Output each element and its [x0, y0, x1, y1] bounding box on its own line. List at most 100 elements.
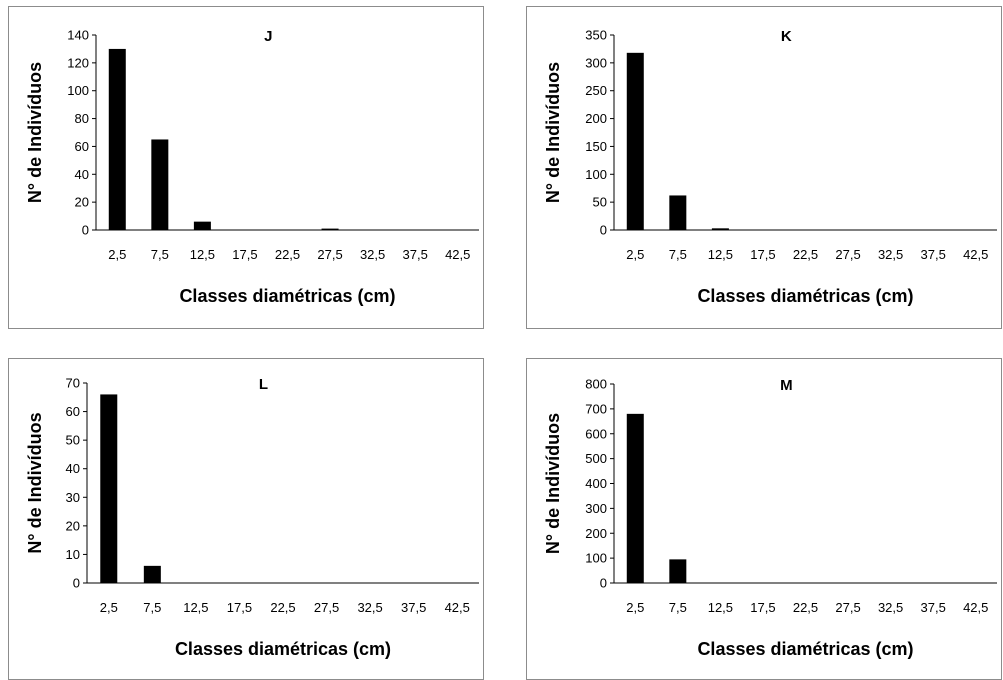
- y-axis-title: N° de Indivíduos: [25, 62, 45, 203]
- x-tick-label: 42,5: [963, 600, 988, 615]
- y-tick-label: 500: [585, 451, 607, 466]
- x-tick-label: 7,5: [669, 247, 687, 262]
- x-tick-label: 7,5: [143, 600, 161, 615]
- y-tick-label: 0: [82, 223, 89, 238]
- chart-svg-3: 0 100 200 300 400 500 600 700 800 2,5 7,5 12,5 17,5 2…: [543, 377, 997, 659]
- bar-12,5: [193, 221, 211, 230]
- y-tick-label: 300: [585, 55, 607, 70]
- x-tick-label: 2,5: [626, 247, 644, 262]
- y-tick-label: 200: [585, 111, 607, 126]
- y-tick-label: 50: [593, 195, 607, 210]
- y-tick-label: 800: [585, 377, 607, 392]
- y-tick-label: 60: [66, 404, 80, 419]
- x-tick-label: 32,5: [360, 247, 385, 262]
- x-axis-title: Classes diamétricas (cm): [697, 286, 913, 306]
- x-axis-title: Classes diamétricas (cm): [697, 639, 913, 659]
- x-tick-label: 27,5: [314, 600, 339, 615]
- x-tick-label: 22,5: [270, 600, 295, 615]
- y-tick-label: 120: [67, 55, 89, 70]
- x-axis-title: Classes diamétricas (cm): [175, 639, 391, 659]
- x-tick-label: 37,5: [921, 247, 946, 262]
- y-tick-label: 150: [585, 139, 607, 154]
- x-tick-label: 37,5: [401, 600, 426, 615]
- y-axis-title: N° de Indivíduos: [25, 412, 45, 553]
- bar-2,5: [626, 52, 644, 231]
- y-tick-label: 50: [66, 433, 80, 448]
- x-tick-label: 12,5: [190, 247, 215, 262]
- chart-panel-3: 0 100 200 300 400 500 600 700 800 2,5 7,5 12,5 17,5 2…: [526, 358, 1002, 680]
- y-tick-label: 100: [67, 83, 89, 98]
- y-tick-label: 600: [585, 426, 607, 441]
- bar-7,5: [669, 559, 687, 583]
- x-tick-label: 27,5: [835, 600, 860, 615]
- x-axis-title: Classes diamétricas (cm): [179, 286, 395, 306]
- x-tick-label: 32,5: [357, 600, 382, 615]
- chart-svg-2: 0 10 20 30 40 50 60 70 2,5 7,5 12,5 17,5 22,5 27,5 32,…: [25, 376, 479, 659]
- y-tick-label: 80: [75, 111, 89, 126]
- x-tick-label: 32,5: [878, 600, 903, 615]
- y-tick-label: 0: [73, 576, 80, 591]
- y-tick-label: 400: [585, 476, 607, 491]
- x-tick-label: 12,5: [183, 600, 208, 615]
- y-tick-label: 140: [67, 28, 89, 43]
- x-tick-label: 2,5: [626, 600, 644, 615]
- x-tick-label: 27,5: [317, 247, 342, 262]
- chart-svg-1: 0 50 100 150 200 250 300 350 2,5 7,5 12,5 17,5 22,5 2…: [543, 28, 997, 306]
- x-tick-label: 42,5: [445, 600, 470, 615]
- bar-7,5: [151, 139, 169, 230]
- y-tick-label: 40: [75, 167, 89, 182]
- chart-panel-0: 0 20 40 60 80 100 120 140 2,5 7,5 12,5 17,5 22,5 27,5…: [8, 6, 484, 329]
- y-tick-label: 60: [75, 139, 89, 154]
- y-axis-title: N° de Indivíduos: [543, 62, 563, 203]
- y-tick-label: 300: [585, 501, 607, 516]
- chart-svg-0: 0 20 40 60 80 100 120 140 2,5 7,5 12,5 17,5 22,5 27,5…: [25, 28, 479, 306]
- x-tick-label: 2,5: [108, 247, 126, 262]
- panel-label: M: [780, 377, 793, 394]
- x-tick-label: 22,5: [793, 247, 818, 262]
- x-tick-label: 37,5: [403, 247, 428, 262]
- x-tick-label: 7,5: [669, 600, 687, 615]
- panel-label: K: [781, 28, 792, 45]
- x-tick-label: 27,5: [835, 247, 860, 262]
- x-tick-label: 7,5: [151, 247, 169, 262]
- x-tick-label: 17,5: [750, 600, 775, 615]
- y-tick-label: 250: [585, 83, 607, 98]
- chart-panel-1: 0 50 100 150 200 250 300 350 2,5 7,5 12,5 17,5 22,5 2…: [526, 6, 1002, 329]
- bar-12,5: [711, 228, 729, 230]
- x-tick-label: 42,5: [445, 247, 470, 262]
- y-tick-label: 20: [75, 195, 89, 210]
- x-tick-label: 22,5: [275, 247, 300, 262]
- y-tick-label: 100: [585, 551, 607, 566]
- bar-27,5: [321, 228, 339, 230]
- x-tick-label: 17,5: [232, 247, 257, 262]
- x-tick-label: 17,5: [227, 600, 252, 615]
- y-tick-label: 40: [66, 461, 80, 476]
- bar-2,5: [100, 394, 118, 583]
- y-tick-label: 30: [66, 490, 80, 505]
- bar-7,5: [143, 565, 161, 583]
- y-tick-label: 350: [585, 28, 607, 43]
- y-tick-label: 100: [585, 167, 607, 182]
- x-tick-label: 22,5: [793, 600, 818, 615]
- y-tick-label: 200: [585, 526, 607, 541]
- x-tick-label: 37,5: [921, 600, 946, 615]
- bar-2,5: [626, 413, 644, 583]
- panel-label: L: [259, 376, 268, 393]
- x-tick-label: 32,5: [878, 247, 903, 262]
- x-tick-label: 12,5: [708, 600, 733, 615]
- y-tick-label: 700: [585, 401, 607, 416]
- bar-7,5: [669, 195, 687, 230]
- y-tick-label: 10: [66, 547, 80, 562]
- x-tick-label: 12,5: [708, 247, 733, 262]
- x-tick-label: 42,5: [963, 247, 988, 262]
- y-tick-label: 0: [600, 223, 607, 238]
- y-axis-title: N° de Indivíduos: [543, 413, 563, 554]
- y-tick-label: 0: [600, 576, 607, 591]
- x-tick-label: 2,5: [100, 600, 118, 615]
- chart-panel-2: 0 10 20 30 40 50 60 70 2,5 7,5 12,5 17,5 22,5 27,5 32,…: [8, 358, 484, 680]
- y-tick-label: 70: [66, 376, 80, 391]
- x-tick-label: 17,5: [750, 247, 775, 262]
- panel-label: J: [264, 28, 272, 45]
- bar-2,5: [108, 48, 126, 230]
- y-tick-label: 20: [66, 518, 80, 533]
